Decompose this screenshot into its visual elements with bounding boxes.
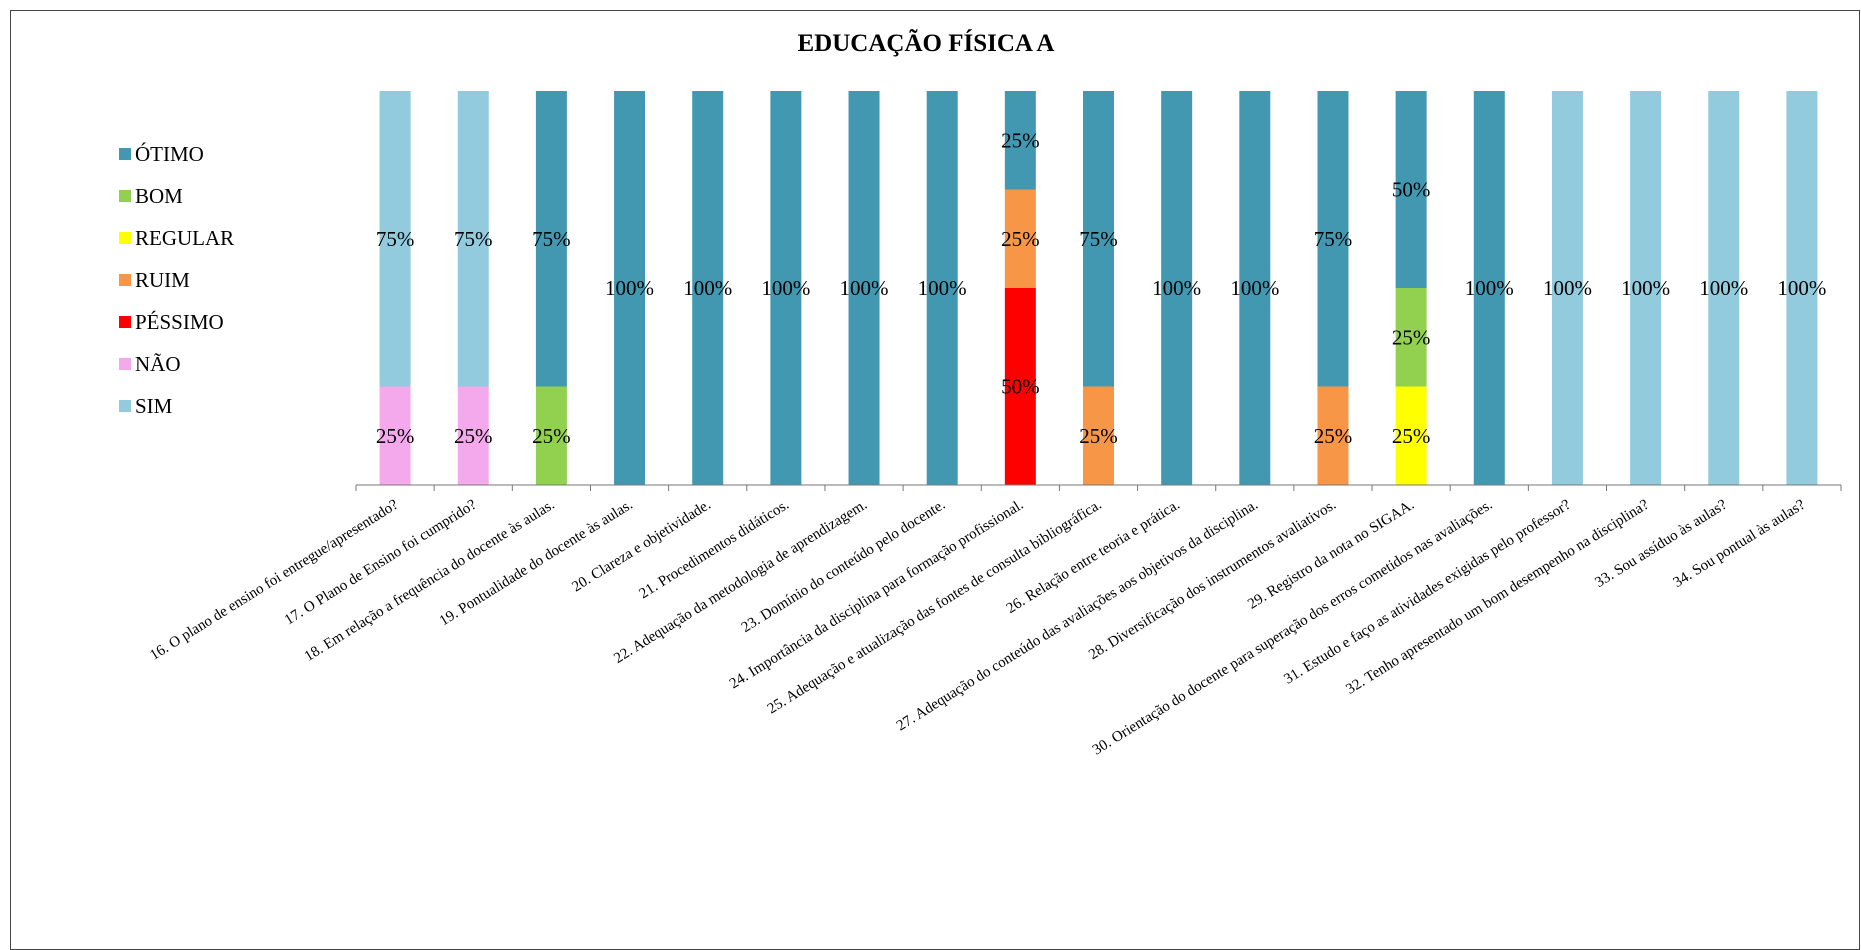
bar-segment-regular [1395,386,1427,485]
data-label: 75% [376,227,415,251]
bar-segment-ruim [1317,386,1349,485]
data-label: 100% [1543,276,1592,300]
chart-title: EDUCAÇÃO FÍSICA A [798,29,1055,57]
legend-label: REGULAR [135,226,234,250]
bar-segment-sim [1786,91,1818,485]
bar-segment-sim [1708,91,1740,485]
legend-item-ruim: RUIM [119,268,190,292]
data-label: 100% [1152,276,1201,300]
bar-segment-pessimo [1004,288,1036,485]
bar-segment-ruim [1083,386,1114,485]
category-label: 31. Estudo e faço as atividades exigidas… [1281,497,1573,688]
bar-segment-otimo [1317,91,1349,387]
bar-segment-sim [457,91,489,387]
bar-segment-otimo [1083,91,1114,387]
category-labels: 16. O plano de ensino foi entregue/apres… [147,497,1808,759]
category-label: 33. Sou assíduo às aulas? [1592,497,1730,591]
data-label: 75% [454,227,493,251]
legend-item-pessimo: PÉSSIMO [119,310,224,334]
data-label: 25% [1079,424,1118,448]
legend-label: SIM [135,394,173,418]
bar-segment-nao [457,386,489,485]
legend-item-otimo: ÓTIMO [119,142,204,166]
bar-segment-ruim [1004,189,1036,288]
legend: ÓTIMO BOM REGULAR RUIM PÉSSIMO NÃO SIM [119,142,234,418]
bar-segment-otimo [848,91,880,485]
data-label: 100% [918,276,967,300]
legend-swatch [119,358,131,370]
data-label: 100% [840,276,889,300]
data-label: 75% [1079,227,1118,251]
data-label: 100% [683,276,732,300]
data-label: 50% [1392,178,1431,202]
bar-segment-otimo [1473,91,1505,485]
legend-label: RUIM [135,268,190,292]
data-label: 100% [1621,276,1670,300]
bar-segment-sim [1630,91,1662,485]
legend-label: NÃO [135,352,181,376]
bar-segment-otimo [1395,91,1427,288]
data-label: 100% [1230,276,1279,300]
legend-swatch [119,316,131,328]
data-label: 25% [1001,128,1040,152]
bar-segment-otimo [926,91,958,485]
data-label: 25% [1314,424,1353,448]
data-label: 25% [454,424,493,448]
chart-frame: EDUCAÇÃO FÍSICA A ÓTIMO BOM REGULAR RUIM PÉS… [10,10,1860,950]
bar-segment-otimo [770,91,802,485]
legend-item-regular: REGULAR [119,226,234,250]
bar-segment-sim [1551,91,1583,485]
category-label: 20. Clareza e objetividade. [569,497,713,596]
category-label: 27. Adequação do conteúdo das avaliações… [894,497,1261,735]
x-axis-ticks [355,485,1842,491]
bar-segment-otimo [535,91,567,387]
legend-swatch [119,232,131,244]
legend-label: BOM [135,184,183,208]
bars [379,91,1818,485]
data-label: 25% [532,424,571,448]
bar-segment-bom [535,386,567,485]
category-label: 21. Procedimentos didáticos. [637,497,792,602]
legend-swatch [119,190,131,202]
bar-segment-otimo [692,91,724,485]
data-label: 100% [1777,276,1826,300]
stacked-bar-chart: EDUCAÇÃO FÍSICA A ÓTIMO BOM REGULAR RUIM PÉS… [119,29,1842,759]
data-label: 75% [1314,227,1353,251]
bar-segment-otimo [1239,91,1271,485]
category-label: 24. Importância da disciplina para forma… [727,497,1027,692]
legend-label: ÓTIMO [135,142,204,166]
legend-label: PÉSSIMO [135,310,224,334]
legend-swatch [119,400,131,412]
bar-segment-bom [1395,288,1427,387]
legend-swatch [119,274,131,286]
data-label: 25% [1392,424,1431,448]
bar-segment-sim [379,91,411,387]
data-label: 25% [1392,325,1431,349]
data-label: 50% [1001,375,1040,399]
category-label: 34. Sou pontual às aulas? [1671,497,1809,591]
data-label: 25% [376,424,415,448]
bar-segment-otimo [1004,91,1036,190]
bar-segment-otimo [614,91,646,485]
data-label: 100% [1465,276,1514,300]
bar-segment-nao [379,386,411,485]
data-label: 75% [532,227,571,251]
legend-swatch [119,148,131,160]
segment-labels: 25% 75% 25% 75% 25% 75% 100% 100% 100% 100% 100% 50… [376,128,1827,448]
bar-segment-otimo [1161,91,1193,485]
data-label: 25% [1001,227,1040,251]
legend-item-nao: NÃO [119,352,181,376]
data-label: 100% [761,276,810,300]
legend-item-sim: SIM [119,394,173,418]
data-label: 100% [1699,276,1748,300]
data-label: 100% [605,276,654,300]
legend-item-bom: BOM [119,184,183,208]
